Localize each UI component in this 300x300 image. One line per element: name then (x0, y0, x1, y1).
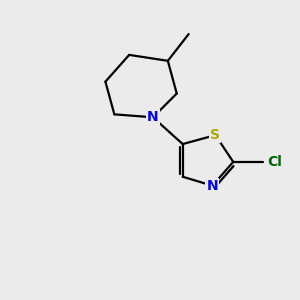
Text: N: N (147, 110, 159, 124)
Text: Cl: Cl (267, 155, 282, 169)
Text: S: S (210, 128, 220, 142)
Text: N: N (207, 179, 218, 193)
